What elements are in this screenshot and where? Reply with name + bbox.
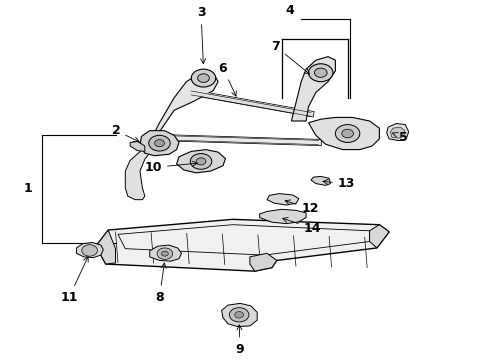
Circle shape: [197, 74, 209, 82]
Circle shape: [155, 140, 164, 147]
Polygon shape: [140, 131, 179, 156]
Polygon shape: [260, 209, 306, 224]
Text: 2: 2: [112, 124, 139, 142]
Text: 9: 9: [236, 325, 245, 356]
Text: 4: 4: [286, 4, 294, 17]
Polygon shape: [250, 253, 277, 271]
Polygon shape: [125, 150, 150, 200]
Text: 5: 5: [392, 131, 408, 144]
Circle shape: [342, 129, 353, 138]
Circle shape: [196, 158, 206, 165]
Polygon shape: [391, 127, 405, 138]
Text: 12: 12: [285, 200, 319, 215]
Polygon shape: [176, 150, 225, 173]
Polygon shape: [150, 245, 181, 261]
Text: 11: 11: [60, 257, 88, 304]
Polygon shape: [221, 303, 257, 327]
Polygon shape: [292, 57, 335, 121]
Polygon shape: [387, 123, 409, 141]
Text: 6: 6: [219, 62, 236, 96]
Circle shape: [235, 312, 244, 318]
Circle shape: [315, 68, 327, 77]
Circle shape: [229, 308, 249, 322]
Polygon shape: [369, 225, 389, 248]
Polygon shape: [152, 73, 218, 137]
Text: 14: 14: [283, 217, 321, 235]
Text: 8: 8: [155, 263, 166, 304]
Polygon shape: [130, 141, 145, 152]
Polygon shape: [76, 243, 103, 258]
Text: 3: 3: [196, 6, 206, 64]
Circle shape: [191, 69, 216, 87]
Circle shape: [190, 154, 212, 169]
Text: 13: 13: [323, 177, 355, 190]
Polygon shape: [309, 117, 379, 150]
Circle shape: [335, 125, 360, 143]
Text: 7: 7: [271, 40, 310, 74]
Polygon shape: [96, 219, 389, 271]
Text: 1: 1: [23, 183, 32, 195]
Circle shape: [309, 64, 333, 82]
Polygon shape: [96, 230, 116, 264]
Circle shape: [157, 248, 172, 259]
Circle shape: [161, 251, 168, 256]
Text: 10: 10: [145, 161, 197, 174]
Circle shape: [149, 135, 170, 151]
Polygon shape: [267, 194, 299, 205]
Polygon shape: [311, 176, 331, 185]
Circle shape: [82, 245, 98, 256]
